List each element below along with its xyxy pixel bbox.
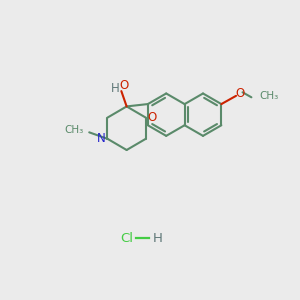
Text: H: H	[152, 232, 162, 245]
Text: Cl: Cl	[120, 232, 133, 245]
Text: O: O	[235, 87, 244, 100]
Text: O: O	[147, 111, 156, 124]
Text: O: O	[120, 79, 129, 92]
Text: N: N	[97, 132, 106, 145]
Text: H: H	[110, 82, 119, 95]
Text: CH₃: CH₃	[260, 91, 279, 101]
Text: CH₃: CH₃	[65, 125, 84, 135]
